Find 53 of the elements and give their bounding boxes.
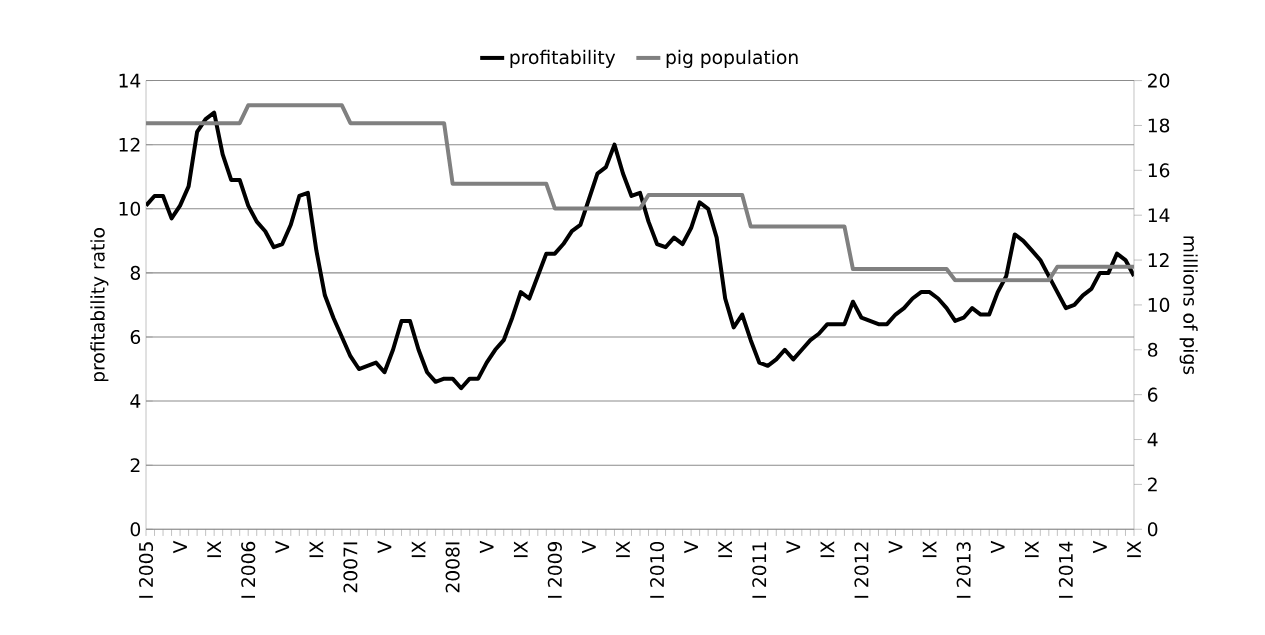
x-tick-label: IX — [1127, 541, 1141, 558]
x-tick-label: IX — [616, 541, 630, 558]
y-tick-label: 8 — [130, 265, 141, 280]
y-tick-label: 10 — [119, 201, 141, 216]
x-tick-label: IX — [922, 541, 937, 558]
x-tick-label: IX — [1024, 541, 1039, 558]
x-tick-label: V — [888, 540, 903, 554]
x-tick-label: I 2010 — [649, 541, 665, 598]
y-tick-label: 0 — [130, 522, 141, 537]
y-tick-label: 14 — [119, 73, 141, 88]
y-axis-title: profitability ratio — [90, 228, 109, 382]
x-tick-label: V — [786, 540, 801, 554]
y2-tick-label: 8 — [1147, 342, 1158, 357]
y2-axis-title: millions of pigs — [1179, 236, 1198, 375]
x-tick-label: I 2009 — [547, 541, 562, 598]
x-tick-label: V — [173, 540, 187, 554]
x-tick-label: I 2011 — [752, 542, 767, 598]
y-tick-label: 2 — [130, 458, 140, 473]
x-tick-label: 2007I — [343, 542, 358, 593]
x-tick-label: V — [275, 540, 290, 554]
x-tick-label: I 2013 — [956, 542, 971, 598]
y2-tick-label: 6 — [1148, 387, 1158, 402]
x-tick-label: I 2012 — [854, 542, 869, 598]
x-tick-label: IX — [411, 541, 426, 558]
y2-tick-label: 12 — [1148, 253, 1169, 267]
y2-tick-label: 18 — [1148, 118, 1170, 133]
x-tick-label: IX — [513, 541, 528, 558]
x-tick-label: V — [582, 540, 596, 554]
y2-tick-label: 0 — [1147, 522, 1158, 537]
x-tick-label: IX — [718, 541, 732, 558]
x-tick-label: V — [479, 540, 494, 554]
y-tick-label: 4 — [130, 394, 141, 408]
x-tick-label: I 2014 — [1058, 541, 1073, 598]
y-tick-label: 12 — [119, 137, 140, 152]
legend-label: pig population — [666, 49, 798, 68]
x-tick-label: IX — [820, 541, 835, 558]
x-tick-label: IX — [309, 541, 324, 558]
x-tick-label: V — [1093, 540, 1107, 554]
x-tick-label: 2008I — [445, 542, 460, 593]
y2-tick-label: 14 — [1148, 208, 1170, 222]
y-tick-label: 6 — [130, 329, 141, 345]
y2-tick-label: 16 — [1148, 163, 1170, 178]
x-tick-label: I 2006 — [241, 541, 256, 598]
x-tick-label: I 2005 — [138, 542, 154, 598]
x-tick-label: IX — [207, 541, 221, 558]
x-tick-label: V — [377, 540, 392, 554]
y2-tick-label: 10 — [1148, 297, 1170, 312]
y2-tick-label: 4 — [1147, 432, 1158, 447]
y2-tick-label: 20 — [1148, 73, 1170, 88]
x-tick-label: V — [684, 540, 698, 554]
x-tick-label: V — [990, 540, 1005, 554]
legend-label: profitability — [510, 49, 616, 68]
y2-tick-label: 2 — [1148, 477, 1157, 492]
